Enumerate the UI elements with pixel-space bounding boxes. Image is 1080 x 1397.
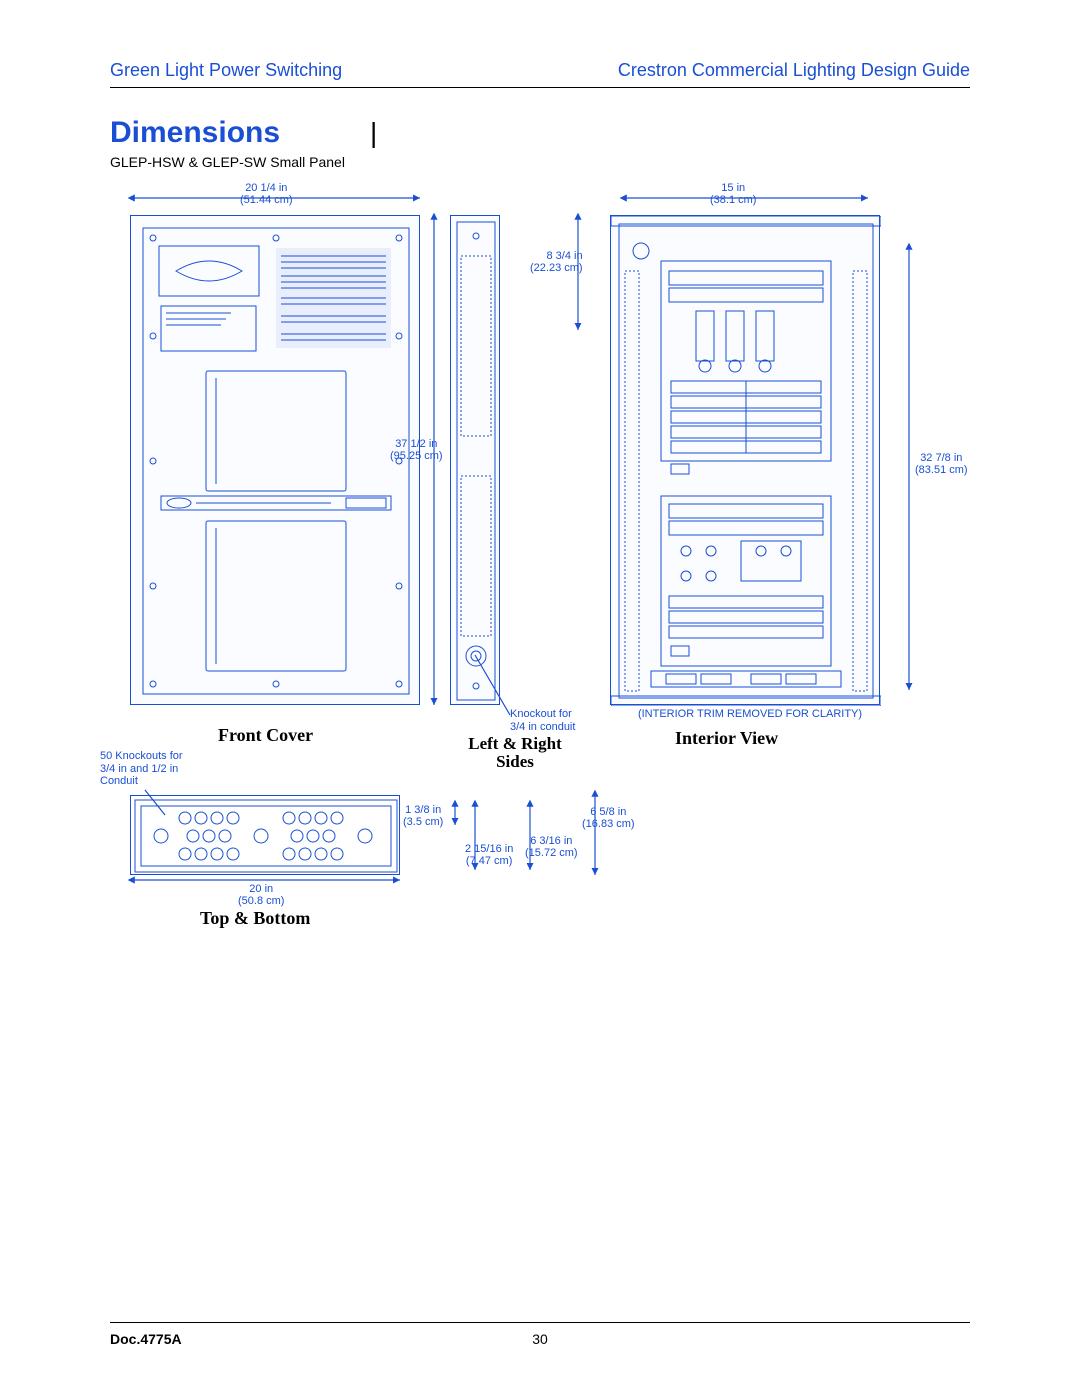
dim-front-height: 37 1/2 in(95.25 cm) <box>390 438 443 462</box>
interior-label: Interior View <box>675 728 778 749</box>
top-bottom-panel <box>130 795 400 875</box>
page-number: 30 <box>532 1331 548 1347</box>
header-left: Green Light Power Switching <box>110 60 342 81</box>
sides-label: Left & Right Sides <box>460 735 570 771</box>
header-right: Crestron Commercial Lighting Design Guid… <box>618 60 970 81</box>
knockout-note: Knockout for 3/4 in conduit <box>510 708 575 733</box>
divider: | <box>370 117 377 149</box>
knockouts-50-note: 50 Knockouts for 3/4 in and 1/2 in Condu… <box>100 750 183 788</box>
subtitle-main: Small Panel <box>266 154 345 170</box>
dim-int-top: 8 3/4 in(22.23 cm) <box>530 250 583 274</box>
interior-panel <box>610 215 880 705</box>
header: Green Light Power Switching Crestron Com… <box>110 60 970 88</box>
dim-tb-h3: 6 3/16 in(15.72 cm) <box>525 835 578 859</box>
subtitle: GLEP-HSW & GLEP-SW Small Panel <box>110 154 970 170</box>
dim-front-width: 20 1/4 in(51.44 cm) <box>240 182 293 206</box>
footer: Doc.4775A 30 <box>110 1322 970 1347</box>
diagram-area: 20 1/4 in(51.44 cm) 37 1/2 in(95.25 cm) … <box>110 180 970 970</box>
side-panel <box>450 215 500 705</box>
section-title: Dimensions <box>110 116 280 150</box>
doc-number: Doc.4775A <box>110 1331 182 1347</box>
interior-trim-note: (INTERIOR TRIM REMOVED FOR CLARITY) <box>620 708 880 720</box>
dim-tb-h2: 2 15/16 in(7.47 cm) <box>465 843 513 867</box>
dim-int-width: 15 in(38.1 cm) <box>710 182 756 206</box>
dim-tb-h1: 1 3/8 in(3.5 cm) <box>403 804 443 828</box>
front-cover-label: Front Cover <box>218 725 313 746</box>
section-title-row: Dimensions | <box>110 116 970 150</box>
front-cover-panel <box>130 215 420 705</box>
top-bottom-label: Top & Bottom <box>200 908 310 929</box>
dim-tb-h4: 6 5/8 in(16.83 cm) <box>582 806 635 830</box>
subtitle-prefix: GLEP-HSW & GLEP-SW <box>110 154 266 170</box>
dim-tb-width: 20 in(50.8 cm) <box>238 883 284 907</box>
dim-int-height: 32 7/8 in(83.51 cm) <box>915 452 968 476</box>
